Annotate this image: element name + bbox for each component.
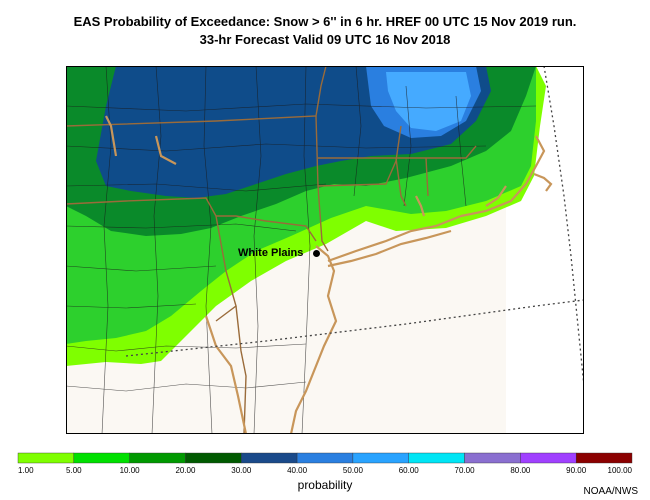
legend-tick-label: 20.00 (175, 466, 196, 475)
legend-tick-label: 60.00 (399, 466, 420, 475)
probability-legend: 1.00 5.00 10.00 20.00 30.00 40.00 50.00 60.00 70… (17, 452, 633, 475)
legend-tick-label: 70.00 (455, 466, 476, 475)
legend-swatch (73, 452, 130, 464)
state-borders (66, 66, 477, 434)
legend-tick-label: 80.00 (510, 466, 531, 475)
legend-swatch (352, 452, 409, 464)
county-lines (66, 66, 537, 434)
white-plains-marker (313, 250, 320, 257)
legend-tick-label: 40.00 (287, 466, 308, 475)
legend-swatch (408, 452, 465, 464)
graticule (125, 66, 584, 387)
map-title: EAS Probability of Exceedance: Snow > 6'… (73, 14, 577, 29)
legend-tick-label: 100.00 (608, 466, 633, 475)
legend-swatch (296, 452, 354, 464)
legend-swatch (17, 452, 75, 464)
legend-swatch (241, 452, 298, 464)
legend-tick-label: 50.00 (343, 466, 364, 475)
map-subtitle: 33-hr Forecast Valid 09 UTC 16 Nov 2018 (199, 32, 451, 47)
zone-light-blue (386, 72, 471, 131)
legend-tick-label: 5.00 (66, 466, 82, 475)
legend-swatch (464, 452, 521, 464)
legend-swatch (575, 452, 633, 464)
legend-title: probability (297, 478, 353, 492)
legend-tick-label: 1.00 (18, 466, 34, 475)
map-frame (66, 66, 584, 434)
probability-map (66, 66, 584, 434)
white-plains-label: White Plains (238, 247, 304, 259)
legend-tick-label: 30.00 (231, 466, 252, 475)
legend-tick-label: 90.00 (566, 466, 587, 475)
legend-swatch (185, 452, 242, 464)
legend-tick-label: 10.00 (120, 466, 141, 475)
legend-swatch (520, 452, 577, 464)
credit-label: NOAA/NWS (583, 486, 638, 497)
legend-swatch (129, 452, 186, 464)
